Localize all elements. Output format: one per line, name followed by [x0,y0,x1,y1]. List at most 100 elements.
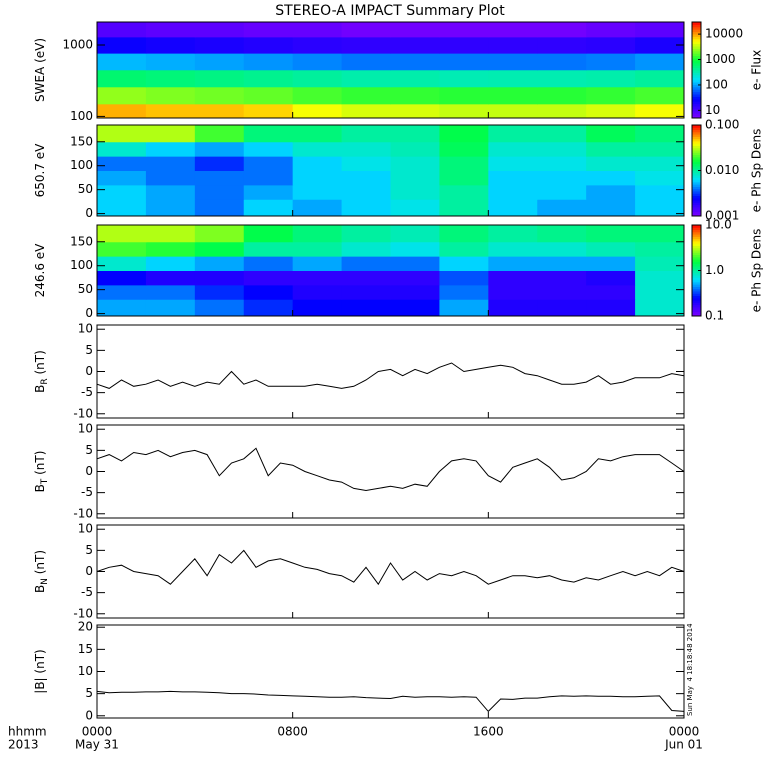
heatmap-cell [194,36,245,54]
colorbar-segment [692,202,701,206]
colorbar-tick-label: 0.100 [705,118,739,132]
heatmap-cell [439,36,489,54]
heatmap-cell [194,170,245,186]
colorbar-segment [692,197,701,201]
y-axis-label-sub: T [40,478,50,485]
heatmap-cell [194,270,245,286]
heatmap-cell [390,170,440,186]
colorbar-segment [692,46,701,49]
heatmap-cell [97,256,147,271]
heatmap-cell [586,225,636,243]
heatmap-cell [439,170,489,186]
heatmap-cell [292,225,343,243]
heatmap-cell [243,256,294,271]
colorbar-segment [692,297,701,301]
colorbar-segment [692,72,701,76]
heatmap-cell [488,156,538,171]
colorbar-segment [692,26,701,30]
colorbar-segment [692,227,701,231]
x-tick-date: Jun 01 [664,738,703,752]
heatmap-cell [341,141,391,157]
y-tick-label: 5 [85,443,93,457]
heatmap-cell [292,141,343,157]
heatmap-cell [145,270,196,286]
heatmap-cell [341,170,391,186]
data-line [96,690,685,713]
y-tick-label: 10 [78,422,93,436]
colorbar-segment [692,177,701,181]
colorbar-segment [692,275,701,278]
y-axis-label-text: SWEA (eV) [33,38,47,102]
heatmap-cell [145,184,196,200]
heatmap-cell [145,22,196,38]
heatmap-cell [194,86,245,105]
heatmap-cell [586,86,636,105]
y-tick-label: 100 [70,258,93,272]
heatmap-cell [390,69,440,88]
heatmap-cell [537,270,587,286]
colorbar-segment [692,91,701,95]
heatmap-cell [537,86,587,105]
heatmap-cell [145,241,196,257]
colorbar-segment [692,147,701,151]
panel-frame [96,124,685,217]
heatmap-cell [439,241,489,257]
heatmap-cell [97,22,147,38]
y-tick-label: 0 [85,306,93,320]
colorbar-segment [692,82,701,85]
heatmap-cell [390,284,440,300]
heatmap-cell [194,125,245,143]
heatmap-cell [243,241,294,257]
y-tick-label: -10 [73,406,93,420]
heatmap-cell [635,22,685,38]
colorbar-segment [692,22,701,25]
heatmap-cell [439,86,489,105]
colorbar-segment [692,101,701,105]
y-tick-label: 50 [78,282,93,296]
colorbar-segment [692,281,701,285]
heatmap-cell [390,270,440,286]
data-line [96,549,685,586]
colorbar-segment [692,302,701,306]
heatmap-cell [390,256,440,271]
colorbar-segment [692,53,701,57]
colorbar-segment [692,204,701,208]
colorbar-segment [692,193,701,197]
colorbar-segment [692,288,701,292]
heatmap-cell [390,225,440,243]
heatmap-cell [292,156,343,171]
heatmap-cell [243,299,294,317]
heatmap-cell [145,199,196,217]
heatmap-cell [292,299,343,317]
colorbar-segment [692,154,701,158]
colorbar-segment [692,268,701,271]
colorbar-segment [692,58,701,61]
heatmap-cell [145,225,196,243]
colorbar-segment [692,188,701,192]
colorbar-segment [692,36,701,40]
heatmap-cell [635,69,685,88]
heatmap-cell [488,103,538,119]
heatmap-cell [97,184,147,200]
heatmap-cell [439,199,489,217]
heatmap-cell [390,125,440,143]
colorbar-segment [692,231,701,235]
y-axis-label-text: 650.7 eV [33,143,47,198]
x-tick-label: 0000 [82,725,113,739]
y-axis-label: 650.7 eV [33,143,47,198]
heatmap-cell [635,184,685,200]
heatmap-cell [439,225,489,243]
y-tick-label: 10 [78,522,93,536]
colorbar-segment [692,206,701,210]
heatmap-cell [243,103,294,119]
colorbar-segment [692,156,701,160]
heatmap-cell [439,69,489,88]
heatmap-cell [97,241,147,257]
x-axis-label: 2013 [8,738,39,752]
colorbar-segment [692,261,701,265]
heatmap-cell [292,270,343,286]
colorbar-segment [692,29,701,33]
heatmap-cell [194,256,245,271]
colorbar-segment [692,263,701,267]
colorbar-segment [692,247,701,251]
